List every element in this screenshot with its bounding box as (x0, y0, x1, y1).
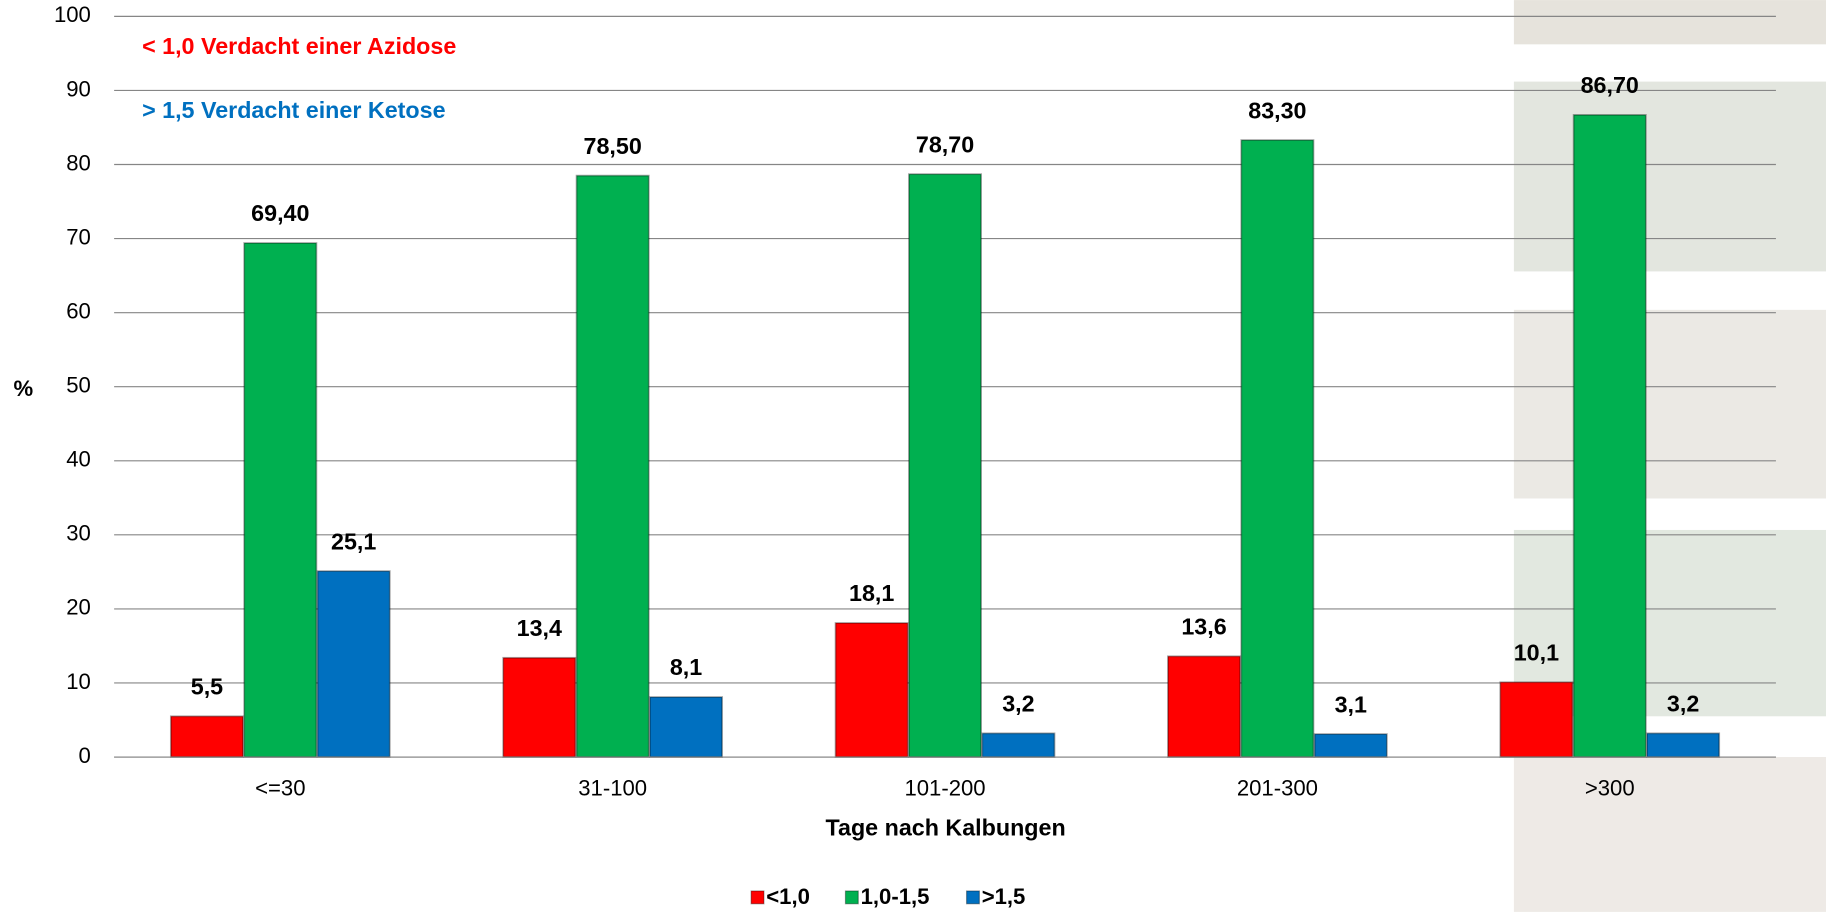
bar (575, 174, 650, 758)
x-tick-label: 31-100 (578, 775, 647, 800)
y-tick-label: 100 (54, 2, 91, 27)
data-label: 25,1 (331, 528, 376, 554)
legend-swatch (844, 890, 859, 905)
bar (1167, 655, 1241, 758)
data-label: 8,1 (670, 654, 702, 680)
photo (1513, 0, 1826, 45)
y-tick-label: 90 (66, 76, 91, 101)
y-tick-label: 10 (66, 669, 91, 694)
data-label: 78,70 (916, 131, 974, 157)
legend-label: <1,0 (766, 884, 810, 909)
bar (1499, 681, 1574, 758)
y-tick-label: 30 (66, 521, 91, 546)
bar (316, 570, 391, 758)
x-tick-label: <=30 (255, 775, 305, 800)
x-tick-label: 201-300 (1237, 775, 1318, 800)
bar (1572, 114, 1647, 758)
data-label: 18,1 (849, 580, 894, 606)
data-label: 13,6 (1181, 614, 1226, 640)
y-tick-label: 0 (79, 743, 91, 768)
bar (502, 656, 577, 758)
annotation: < 1,0 Verdacht einer Azidose (142, 33, 456, 59)
background-photos (1513, 0, 1826, 912)
photo (1513, 81, 1826, 272)
y-tick-label: 60 (66, 298, 91, 323)
data-label: 5,5 (191, 674, 223, 700)
photo (1513, 757, 1826, 912)
bar (1240, 139, 1315, 758)
data-label: 3,2 (1667, 691, 1699, 717)
legend-label: 1,0-1,5 (861, 884, 930, 909)
x-axis-label: Tage nach Kalbungen (826, 814, 1066, 840)
data-label: 69,40 (251, 200, 309, 226)
data-label: 86,70 (1581, 72, 1639, 98)
x-tick-label: 101-200 (904, 775, 985, 800)
legend-swatch (965, 890, 980, 905)
x-tick-label: >300 (1585, 775, 1635, 800)
y-tick-label: 40 (66, 447, 91, 472)
bar (1646, 732, 1721, 758)
bar (243, 242, 318, 758)
y-tick-label: 70 (66, 224, 91, 249)
bar (908, 173, 982, 758)
data-label: 78,50 (584, 133, 642, 159)
bar (649, 696, 724, 758)
bar (981, 732, 1056, 758)
data-label: 3,1 (1335, 691, 1367, 717)
data-label: 10,1 (1514, 639, 1559, 665)
photo (1513, 309, 1826, 499)
y-tick-label: 50 (66, 373, 91, 398)
data-label: 83,30 (1248, 97, 1306, 123)
annotation: > 1,5 Verdacht einer Ketose (142, 97, 446, 123)
y-tick-label: 80 (66, 150, 91, 175)
bar (169, 715, 244, 758)
legend-label: >1,5 (982, 884, 1026, 909)
bar (834, 622, 909, 758)
bar (1313, 733, 1388, 758)
y-axis-label: % (13, 376, 33, 401)
data-label: 13,4 (517, 615, 562, 641)
data-label: 3,2 (1002, 691, 1034, 717)
y-tick-label: 20 (66, 595, 91, 620)
legend-swatch (750, 890, 765, 905)
